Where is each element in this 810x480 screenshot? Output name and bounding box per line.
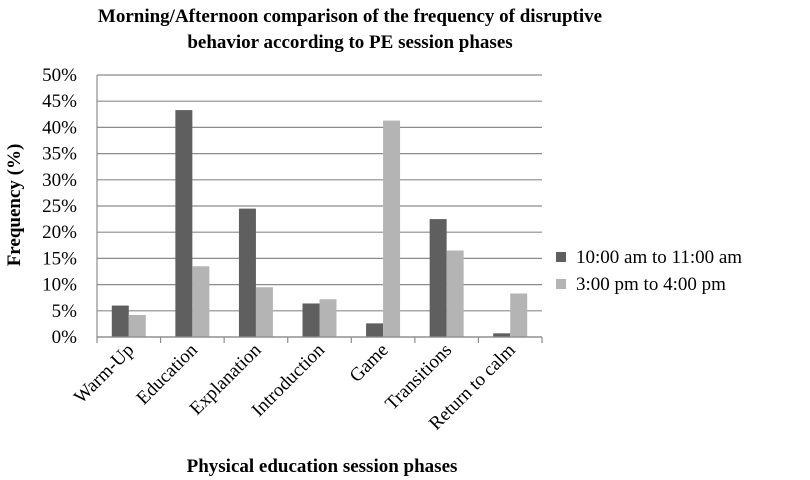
y-tick-label: 25% [42,196,77,217]
y-tick-label: 30% [42,170,77,191]
y-tick-label: 40% [42,117,77,138]
chart-title-line-1: Morning/Afternoon comparison of the freq… [97,6,603,27]
legend-label: 10:00 am to 11:00 am [576,247,742,268]
gridlines [97,74,542,338]
y-tick-label: 0% [52,327,78,348]
x-tick-label: Game [346,340,393,387]
y-tick-label: 50% [42,65,77,86]
y-tick-label: 5% [52,301,78,322]
y-tick-label: 35% [42,144,77,165]
bar-morning [429,219,447,337]
y-tick-label: 10% [42,275,77,296]
bar-morning [366,323,384,337]
y-tick-label: 15% [42,248,77,269]
bar-morning [175,110,193,337]
bar-afternoon [510,293,528,337]
bar-morning [238,208,256,337]
y-tick-label: 45% [42,91,77,112]
legend: 10:00 am to 11:00 am 3:00 pm to 4:00 pm [556,247,742,295]
bar-afternoon [128,314,146,337]
bar-afternoon [319,299,337,337]
axes [96,75,543,343]
y-tick-labels: 0% 5% 10% 15% 20% 25% 30% 35% 40% 45% 50% [42,65,77,348]
legend-swatch [556,279,566,289]
legend-swatch [556,252,566,262]
y-tick-label: 20% [42,222,77,243]
bar-afternoon [446,250,464,337]
bar-afternoon [255,287,273,337]
legend-label: 3:00 pm to 4:00 pm [576,274,726,295]
chart-title-line-2: behavior according to PE session phases [187,32,513,53]
chart-title: Morning/Afternoon comparison of the freq… [0,4,700,56]
bars [111,110,528,337]
bar-morning [493,333,511,337]
bar-afternoon [192,266,210,337]
x-axis-label: Physical education session phases [187,456,458,477]
bar-morning [111,305,129,337]
x-tick-label: Warm-Up [70,340,138,408]
y-axis-label: Frequency (%) [4,144,25,267]
bar-afternoon [383,120,401,337]
bar-morning [302,303,320,337]
